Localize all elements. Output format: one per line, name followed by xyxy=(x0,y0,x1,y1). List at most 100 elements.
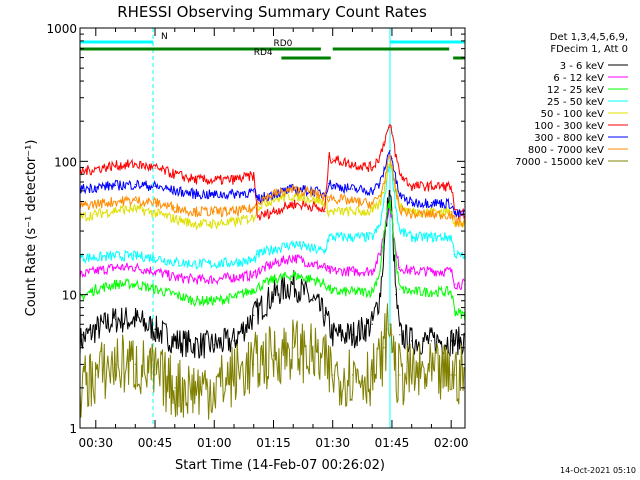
series-7-point-9 xyxy=(253,208,255,210)
series-3-point-12 xyxy=(292,243,294,245)
series-line-0 xyxy=(79,189,465,359)
series-0-point-4 xyxy=(154,328,156,330)
series-0-point-23 xyxy=(399,334,401,336)
series-4-point-6 xyxy=(193,223,196,225)
series-1-point-3 xyxy=(134,266,136,269)
series-0-point-22 xyxy=(395,294,397,296)
series-8-point-14 xyxy=(332,374,334,376)
series-1-point-10 xyxy=(257,270,259,272)
series-8-point-7 xyxy=(213,387,215,389)
series-6-point-17 xyxy=(351,188,354,190)
series-2-point-5 xyxy=(174,294,176,296)
series-3-point-27 xyxy=(430,236,433,238)
series-0-point-3 xyxy=(134,319,136,321)
y-tick-label-3: 1000 xyxy=(46,22,77,36)
series-0-point-16 xyxy=(371,323,373,325)
x-tick-label-5: 01:45 xyxy=(375,436,410,450)
series-4-point-4 xyxy=(154,212,156,214)
series-4-point-2 xyxy=(114,209,117,211)
series-6-point-21 xyxy=(387,155,389,157)
series-0-point-8 xyxy=(233,340,235,342)
series-6-point-6 xyxy=(193,193,196,195)
axes: 1 10 100 1000 00:30 00:45 01:00 01:15 01:30 01:45… xyxy=(46,22,468,450)
series-1-point-2 xyxy=(114,266,117,269)
series-5-point-22 xyxy=(389,126,391,128)
series-7-point-26 xyxy=(411,213,413,215)
series-7-point-19 xyxy=(379,195,381,197)
series-0-point-25 xyxy=(430,340,433,342)
series-7-point-20 xyxy=(383,181,385,183)
series-2-point-12 xyxy=(312,278,314,281)
series-1-point-13 xyxy=(312,263,314,265)
series-5-point-8 xyxy=(233,178,235,181)
series-1-point-29 xyxy=(454,283,456,285)
y-tick-label-0: 1 xyxy=(69,422,77,436)
series-3-point-7 xyxy=(213,263,215,265)
series-8-point-3 xyxy=(134,363,136,365)
series-7-point-22 xyxy=(389,157,391,160)
series-line-1 xyxy=(79,205,466,290)
series-0-point-14 xyxy=(332,334,334,336)
series-3-point-11 xyxy=(272,248,275,250)
series-3-point-10 xyxy=(257,253,259,256)
series-5-point-25 xyxy=(399,173,401,175)
series-2-point-17 xyxy=(379,270,381,272)
series-3-point-15 xyxy=(328,236,330,238)
series-3-point-1 xyxy=(95,256,97,259)
series-4-point-21 xyxy=(387,166,389,169)
series-1-point-9 xyxy=(253,274,255,276)
series-4-point-8 xyxy=(233,221,235,223)
series-4-point-13 xyxy=(312,198,314,200)
series-8-point-12 xyxy=(312,354,314,357)
series-0-point-18 xyxy=(383,248,385,250)
series-4-point-27 xyxy=(430,210,433,213)
series-6-point-4 xyxy=(154,185,156,187)
y-axis-label: Count Rate (s⁻¹ detector⁻¹) xyxy=(24,140,39,317)
series-1-point-5 xyxy=(174,276,176,278)
series-5-point-12 xyxy=(292,203,294,205)
series-8-point-25 xyxy=(430,374,433,376)
series-6-point-3 xyxy=(134,183,136,186)
series-0-point-10 xyxy=(272,294,275,296)
series-8-point-1 xyxy=(95,374,97,376)
series-0-point-20 xyxy=(389,190,391,192)
series-2 xyxy=(79,199,466,321)
series-5-point-2 xyxy=(114,164,117,167)
legend-header-0: Det 1,3,4,5,6,9, xyxy=(550,32,628,43)
series-7-point-10 xyxy=(257,200,259,203)
series-5-point-18 xyxy=(371,166,373,169)
series-line-8 xyxy=(79,303,466,420)
series-7-point-1 xyxy=(95,203,97,205)
series-4-point-16 xyxy=(332,210,334,213)
series-3-point-29 xyxy=(454,253,456,256)
series-2-point-4 xyxy=(154,288,156,290)
series-7-point-14 xyxy=(324,196,326,198)
series-2-point-9 xyxy=(253,288,255,290)
series-5-point-14 xyxy=(324,210,326,213)
series-0-point-17 xyxy=(379,294,381,296)
series-2-point-6 xyxy=(193,300,196,302)
series-7-point-6 xyxy=(193,210,196,213)
series-5-point-11 xyxy=(272,210,275,213)
series-2-point-24 xyxy=(411,291,413,293)
series-2-point-21 xyxy=(391,213,393,215)
series-2-point-7 xyxy=(213,300,215,302)
x-tick-label-3: 01:15 xyxy=(256,436,291,450)
series-2-point-15 xyxy=(351,291,354,293)
series-5-point-9 xyxy=(253,175,255,177)
series-0-point-2 xyxy=(114,319,117,321)
series-3-point-17 xyxy=(351,236,354,238)
series-3-point-9 xyxy=(253,260,255,262)
legend-label-6: 300 - 800 keV xyxy=(534,133,604,144)
x-tick-label-1: 00:45 xyxy=(138,436,173,450)
series-7-point-25 xyxy=(399,208,401,210)
series-5-point-1 xyxy=(95,168,97,170)
series-3-point-18 xyxy=(371,236,373,238)
series-7-point-4 xyxy=(154,202,156,204)
series-1-point-7 xyxy=(213,278,215,281)
series-1-point-15 xyxy=(328,270,330,272)
series-6-point-18 xyxy=(371,190,373,192)
x-tick-label-4: 01:30 xyxy=(315,436,350,450)
